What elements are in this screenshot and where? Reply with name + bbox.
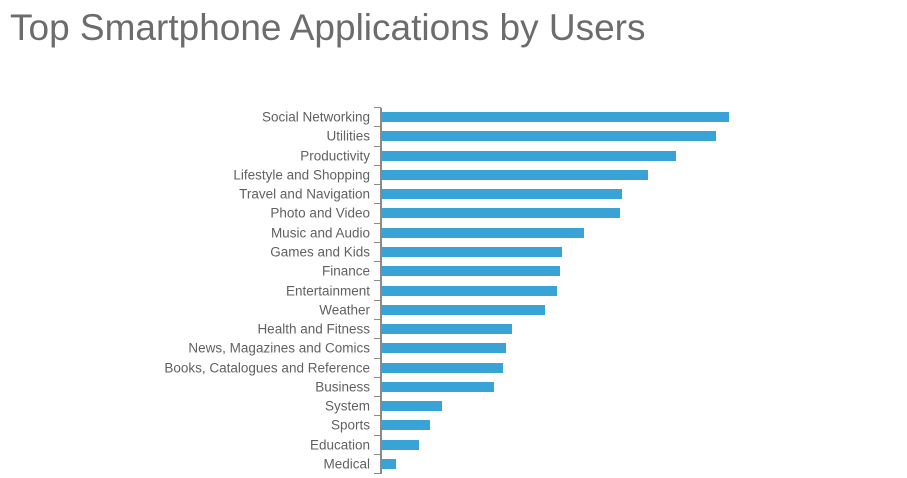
bar [381,169,649,180]
bar [381,343,507,354]
bar [381,458,397,469]
axis-tick [374,222,381,224]
category-label: Medical [323,456,370,472]
axis-tick [374,203,381,205]
bar [381,324,512,335]
bar [381,189,623,200]
bar-row: Medical [0,454,907,473]
axis-tick [374,145,381,147]
axis-tick [374,184,381,186]
category-label: Finance [321,263,370,279]
bar [381,246,562,257]
bar-row: Business [0,377,907,396]
axis-tick [374,357,381,359]
axis-tick [374,434,381,436]
bar-row: Education [0,435,907,454]
bar [381,266,560,277]
category-label: Health and Fitness [257,321,370,337]
bar [381,227,584,238]
axis-tick [374,299,381,301]
bar [381,304,546,315]
category-label: Photo and Video [270,205,370,221]
category-label: Music and Audio [270,225,370,241]
bar [381,131,717,142]
bar-row: System [0,397,907,416]
bar-row: Entertainment [0,281,907,300]
category-label: Games and Kids [270,244,370,260]
category-label: Weather [319,302,370,318]
bar-row: Utilities [0,127,907,146]
bar-row: Games and Kids [0,242,907,261]
category-label: Utilities [326,128,370,144]
axis-tick [374,261,381,263]
bar-row: News, Magazines and Comics [0,339,907,358]
category-label: Education [309,437,370,453]
bar [381,401,442,412]
axis-tick [374,338,381,340]
bar [381,150,676,161]
category-label: Books, Catalogues and Reference [164,360,370,376]
category-label: Travel and Navigation [239,186,370,202]
category-label: Business [315,379,370,395]
plot-area: Social Networking Utilities Productivity Li… [0,107,907,475]
axis-tick [374,376,381,378]
category-label: Productivity [300,148,370,164]
bar-row: Finance [0,262,907,281]
bar-row: Books, Catalogues and Reference [0,358,907,377]
bar-row: Travel and Navigation [0,185,907,204]
bar [381,439,419,450]
bar-row: Health and Fitness [0,319,907,338]
axis-tick [374,164,381,166]
axis-tick [374,126,381,128]
category-label: Social Networking [261,109,370,125]
category-label: Lifestyle and Shopping [233,167,370,183]
axis-tick [374,396,381,398]
bar-row: Social Networking [0,108,907,127]
bar-row: Photo and Video [0,204,907,223]
bar [381,420,431,431]
bar [381,112,729,123]
category-label: System [324,398,370,414]
bar-row: Lifestyle and Shopping [0,165,907,184]
bar [381,285,557,296]
chart-title: Top Smartphone Applications by Users [10,7,646,48]
bar-row: Productivity [0,146,907,165]
bar-row: Weather [0,300,907,319]
category-label: News, Magazines and Comics [188,340,370,356]
bar [381,381,494,392]
axis-tick [374,473,381,475]
axis-tick [374,280,381,282]
axis-tick [374,318,381,320]
axis-tick [374,453,381,455]
axis-tick [374,107,381,108]
bar [381,208,620,219]
category-label: Sports [330,417,370,433]
bar [381,362,503,373]
bar-row: Sports [0,416,907,435]
y-axis-line [380,107,382,474]
category-label: Entertainment [285,283,370,299]
bar-row: Music and Audio [0,223,907,242]
axis-tick [374,241,381,243]
axis-tick [374,415,381,417]
